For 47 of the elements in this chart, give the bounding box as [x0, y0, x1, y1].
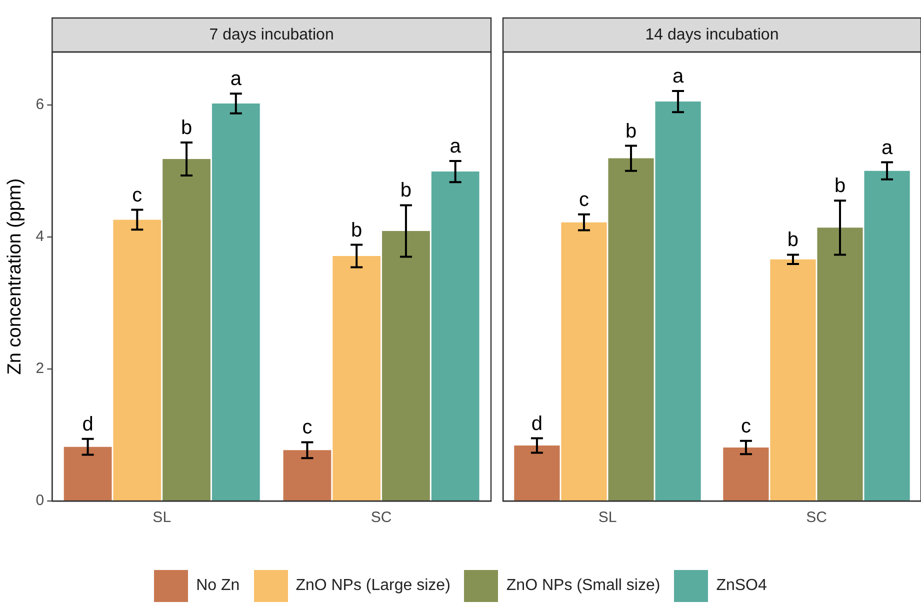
- data-label: d: [531, 412, 543, 435]
- data-label: c: [302, 416, 312, 439]
- bar: [431, 172, 480, 500]
- data-label: c: [578, 188, 589, 211]
- data-label: a: [450, 135, 462, 158]
- bar: [655, 102, 701, 501]
- bar: [770, 259, 816, 501]
- y-tick-label: 6: [36, 96, 44, 113]
- legend-label: ZnO NPs (Large size): [296, 577, 450, 595]
- legend-label: No Zn: [196, 577, 240, 595]
- bar: [212, 104, 260, 500]
- bar: [608, 158, 654, 501]
- x-tick-label: SC: [806, 509, 828, 526]
- data-label: b: [180, 116, 192, 139]
- x-tick-label: SL: [598, 509, 617, 526]
- data-label: a: [230, 68, 242, 90]
- data-label: c: [132, 184, 142, 206]
- bar: [514, 446, 560, 501]
- chart-title: 7 days incubation: [209, 26, 334, 44]
- x-tick-label: SC: [370, 509, 392, 526]
- x-tick-label: SL: [152, 509, 172, 526]
- data-label: a: [881, 136, 894, 159]
- legend-label: ZnSO4: [716, 577, 767, 595]
- bar: [561, 222, 607, 501]
- bar: [64, 446, 112, 500]
- y-tick-label: 0: [36, 492, 44, 510]
- y-tick-label: 4: [36, 228, 44, 246]
- data-label: b: [625, 120, 637, 142]
- bar: [113, 220, 162, 500]
- chart-title: 14 days incubation: [645, 26, 779, 44]
- data-label: d: [82, 413, 94, 436]
- y-axis-title: Zn concentration (ppm): [4, 178, 26, 375]
- data-label: b: [400, 180, 412, 202]
- bar: [864, 170, 910, 501]
- bar: [723, 448, 769, 501]
- data-label: b: [834, 175, 846, 198]
- bar: [817, 228, 863, 501]
- data-label: c: [740, 415, 751, 438]
- bar: [382, 230, 430, 500]
- bar: [283, 450, 332, 500]
- data-label: b: [787, 229, 799, 252]
- bar: [332, 256, 381, 500]
- bar: [162, 158, 210, 500]
- legend-label: ZnO NPs (Small size): [506, 577, 660, 595]
- data-label: a: [672, 65, 684, 88]
- y-tick-label: 2: [36, 360, 44, 378]
- data-label: b: [351, 219, 362, 242]
